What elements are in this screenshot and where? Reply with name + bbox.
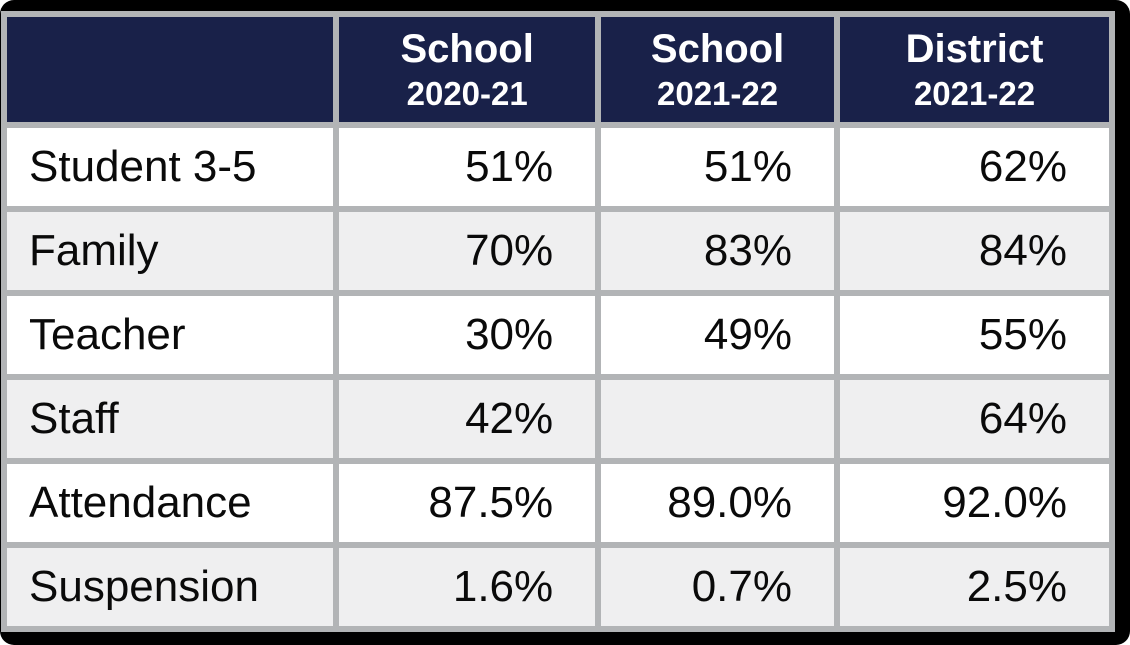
cell-value: 51% xyxy=(601,128,834,206)
cell-value: 92.0% xyxy=(839,464,1109,542)
header-label: School xyxy=(650,27,785,72)
cell-value-empty xyxy=(601,380,834,458)
header-year: 2020-21 xyxy=(406,75,528,113)
cell-value: 42% xyxy=(339,380,596,458)
header-cell-district-2021-22: District 2021-22 xyxy=(839,17,1109,122)
table-row-teacher: Teacher 30% 49% 55% xyxy=(7,296,1109,374)
cell-value: 89.0% xyxy=(601,464,834,542)
cell-value: 84% xyxy=(839,212,1109,290)
header-label: School xyxy=(400,27,534,72)
cell-value: 70% xyxy=(339,212,596,290)
cell-value: 55% xyxy=(839,296,1109,374)
row-label: Staff xyxy=(7,380,334,458)
cell-value: 51% xyxy=(339,128,596,206)
table-row-suspension: Suspension 1.6% 0.7% 2.5% xyxy=(7,548,1109,626)
row-label: Family xyxy=(7,212,334,290)
header-cell-blank xyxy=(7,17,334,122)
cell-value: 0.7% xyxy=(601,548,834,626)
header-row: School 2020-21 School 2021-22 District 2021… xyxy=(7,17,1109,122)
table-row-student-3-5: Student 3-5 51% 51% 62% xyxy=(7,128,1109,206)
table-row-staff: Staff 42% 64% xyxy=(7,380,1109,458)
cell-value: 64% xyxy=(839,380,1109,458)
row-label: Teacher xyxy=(7,296,334,374)
cell-value: 83% xyxy=(601,212,834,290)
table-container: School 2020-21 School 2021-22 District 2021… xyxy=(1,11,1115,632)
row-label: Suspension xyxy=(7,548,334,626)
header-label: District xyxy=(905,27,1044,72)
row-label: Attendance xyxy=(7,464,334,542)
header-cell-school-2021-22: School 2021-22 xyxy=(601,17,834,122)
table-row-attendance: Attendance 87.5% 89.0% 92.0% xyxy=(7,464,1109,542)
table-row-family: Family 70% 83% 84% xyxy=(7,212,1109,290)
header-cell-school-2020-21: School 2020-21 xyxy=(339,17,596,122)
metrics-table: School 2020-21 School 2021-22 District 2021… xyxy=(1,11,1115,632)
cell-value: 49% xyxy=(601,296,834,374)
cell-value: 2.5% xyxy=(839,548,1109,626)
cell-value: 87.5% xyxy=(339,464,596,542)
cell-value: 62% xyxy=(839,128,1109,206)
cell-value: 1.6% xyxy=(339,548,596,626)
row-label: Student 3-5 xyxy=(7,128,334,206)
header-year: 2021-22 xyxy=(913,75,1036,113)
cell-value: 30% xyxy=(339,296,596,374)
header-year: 2021-22 xyxy=(657,75,779,113)
